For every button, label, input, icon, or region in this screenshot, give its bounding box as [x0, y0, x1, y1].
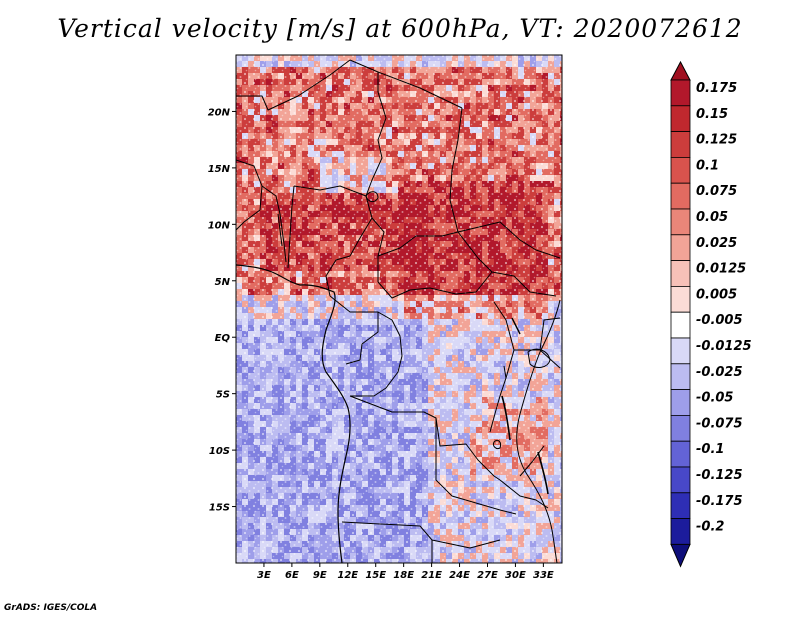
colorbar-box	[670, 518, 691, 545]
lon-tick-label: 15E	[365, 570, 386, 581]
longitude-axis: 3E 6E 9E 12E 15E 18E 21E 24E 27E 30E 33E	[257, 563, 554, 581]
border-angola-namibia	[341, 521, 501, 549]
lat-tick-label: 15S	[209, 503, 230, 514]
colorbar-label: -0.175	[696, 494, 743, 509]
colorbar-box	[670, 79, 691, 107]
colorbar-label: -0.0125	[696, 339, 752, 354]
colorbar-label: -0.2	[696, 520, 724, 535]
border-congo-drc	[350, 311, 403, 397]
lon-tick-label: 27E	[477, 570, 498, 581]
colorbar-box	[670, 337, 691, 365]
border-drc-south	[349, 395, 501, 481]
border-uganda	[514, 317, 561, 351]
country-borders	[236, 59, 561, 563]
lon-tick-label: 12E	[337, 570, 358, 581]
colorbar-box	[670, 285, 691, 313]
colorbar-label: -0.075	[696, 416, 743, 431]
lon-tick-label: 33E	[533, 570, 554, 581]
border-nigeria-benin	[287, 185, 295, 269]
lake-kivu	[503, 365, 507, 379]
border-gabon-congo	[329, 295, 379, 365]
border-car-south	[377, 271, 493, 299]
lake-albert	[511, 317, 521, 335]
border-zambia-tz	[519, 445, 545, 477]
colorbar-box	[670, 105, 691, 133]
colorbar-label: -0.125	[696, 468, 743, 483]
border-south-sudan-south	[491, 271, 557, 297]
colorbar-label: -0.1	[696, 442, 724, 457]
colorbar-box	[670, 182, 691, 210]
colorbar-label: -0.025	[696, 365, 743, 380]
border-chad-sudan	[449, 107, 463, 233]
colorbar-box	[670, 492, 691, 519]
speckle-overlay	[236, 55, 562, 563]
colorbar-label: 0.175	[696, 81, 737, 96]
lon-tick-label: 9E	[313, 570, 327, 581]
lat-tick-label: EQ	[215, 333, 231, 344]
border-zambia-zimbabwe	[499, 479, 549, 509]
lake-malawi	[537, 451, 549, 495]
latitude-axis: 20N 15N 10N 5N EQ 5S 10S 15S	[208, 107, 236, 514]
lat-tick-label: 20N	[208, 107, 231, 118]
colorbar-box	[670, 363, 691, 390]
colorbar-label: 0.025	[696, 236, 737, 251]
map-title: Vertical velocity [m/s] at 600hPa, VT: 2…	[57, 14, 743, 43]
border-car-north	[377, 231, 493, 273]
colorbar-label: 0.125	[696, 133, 737, 148]
colorbar-label: 0.075	[696, 184, 737, 199]
lakes	[365, 191, 551, 495]
border-ghana-togo	[277, 213, 283, 247]
coastline-west-africa	[236, 264, 351, 563]
lon-tick-label: 21E	[421, 570, 442, 581]
map-frame	[235, 54, 563, 564]
lake-mweru	[493, 439, 501, 449]
colorbar-box	[670, 156, 691, 184]
lat-tick-label: 10N	[208, 220, 231, 231]
colorbar-box	[670, 389, 691, 416]
lon-tick-label: 30E	[505, 570, 526, 581]
colorbar-label: -0.05	[696, 391, 733, 406]
colorbar-box	[670, 414, 691, 442]
lake-tanganyika	[501, 395, 511, 441]
colorbar-label: 0.05	[696, 210, 728, 225]
colorbar-label: 0.005	[696, 287, 737, 302]
border-cameroon-chad	[371, 217, 385, 282]
border-niger-chad	[349, 59, 387, 197]
border-libya-chad	[377, 71, 463, 109]
colorbar-box	[670, 208, 691, 236]
border-nigeria-niger	[293, 185, 367, 197]
grads-credit: GrADS: IGES/COLA	[4, 603, 98, 613]
lat-tick-label: 5N	[215, 277, 231, 288]
colorbar-box	[670, 234, 691, 262]
colorbar-label: -0.005	[696, 313, 743, 328]
colorbar-bottom-arrow	[670, 543, 691, 568]
lake-victoria	[527, 348, 551, 368]
colorbar-box	[670, 260, 691, 287]
colorbar-label: 0.15	[696, 107, 728, 122]
colorbar: 0.175 0.15 0.125 0.1 0.075 0.05 0.025 0.0125 0.0…	[670, 60, 752, 568]
border-west-africa-1	[236, 159, 263, 231]
border-west-africa-2	[261, 185, 287, 263]
lat-tick-label: 5S	[216, 390, 230, 401]
lake-chad	[365, 191, 379, 203]
lon-tick-label: 24E	[449, 570, 470, 581]
colorbar-box	[670, 466, 691, 494]
lon-tick-label: 3E	[257, 570, 271, 581]
border-mali-niger	[236, 59, 351, 111]
lon-tick-label: 6E	[285, 570, 299, 581]
colorbar-box	[670, 131, 691, 158]
colorbar-top-arrow	[670, 60, 691, 81]
colorbar-box	[670, 311, 691, 339]
lat-tick-label: 10S	[209, 446, 230, 457]
colorbar-label: 0.1	[696, 158, 719, 173]
border-south-sudan	[457, 221, 561, 259]
colorbar-box	[670, 440, 691, 468]
lon-tick-label: 18E	[393, 570, 414, 581]
colorbar-label: 0.0125	[696, 262, 746, 277]
border-angola-zambia	[435, 418, 517, 515]
lat-tick-label: 15N	[208, 164, 231, 175]
map-panel	[236, 55, 562, 563]
